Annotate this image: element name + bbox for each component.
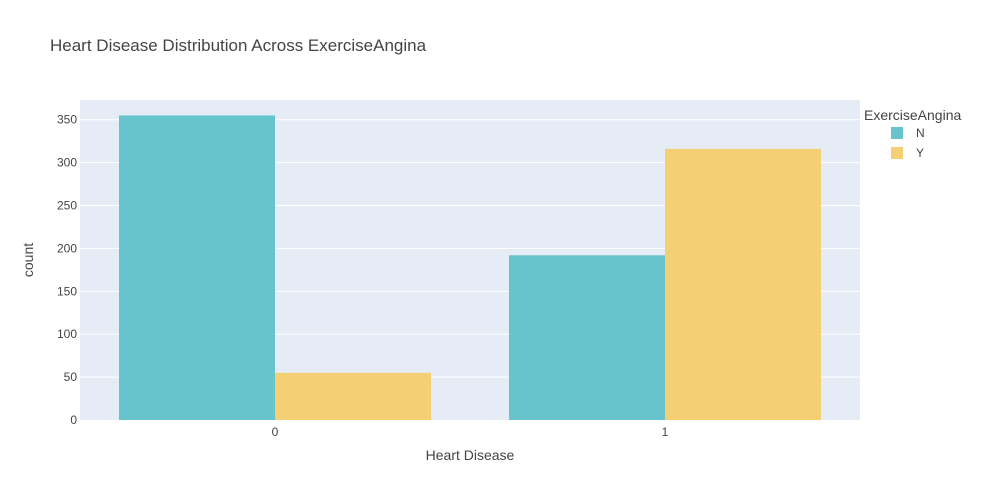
legend: ExerciseAngina NY xyxy=(864,107,961,160)
y-tick-label: 300 xyxy=(57,156,77,170)
y-tick-label: 150 xyxy=(57,284,77,298)
bar-Y-1[interactable] xyxy=(665,148,821,420)
x-tick-label: 0 xyxy=(272,425,279,439)
bar-N-0[interactable] xyxy=(119,115,275,421)
legend-label-Y[interactable]: Y xyxy=(916,146,924,160)
chart-title: Heart Disease Distribution Across Exerci… xyxy=(50,36,427,55)
y-tick-label: 50 xyxy=(64,370,78,384)
y-tick-label: 0 xyxy=(70,413,77,427)
y-axis-title: count xyxy=(20,243,36,277)
x-tick-label: 1 xyxy=(662,425,669,439)
bar-Y-0[interactable] xyxy=(275,372,431,420)
y-tick-label: 250 xyxy=(57,199,77,213)
x-axis-title: Heart Disease xyxy=(426,447,515,463)
y-axis-ticks: 0 50 100 150 200 250 300 350 xyxy=(57,113,77,427)
legend-swatch-Y[interactable] xyxy=(891,147,903,159)
bars[interactable] xyxy=(119,115,821,421)
bar-N-1[interactable] xyxy=(509,255,665,420)
legend-items[interactable]: NY xyxy=(891,126,925,160)
legend-title: ExerciseAngina xyxy=(864,107,961,123)
y-tick-label: 350 xyxy=(57,113,77,127)
y-tick-label: 200 xyxy=(57,241,77,255)
legend-label-N[interactable]: N xyxy=(916,126,925,140)
legend-swatch-N[interactable] xyxy=(891,127,903,139)
y-tick-label: 100 xyxy=(57,327,77,341)
